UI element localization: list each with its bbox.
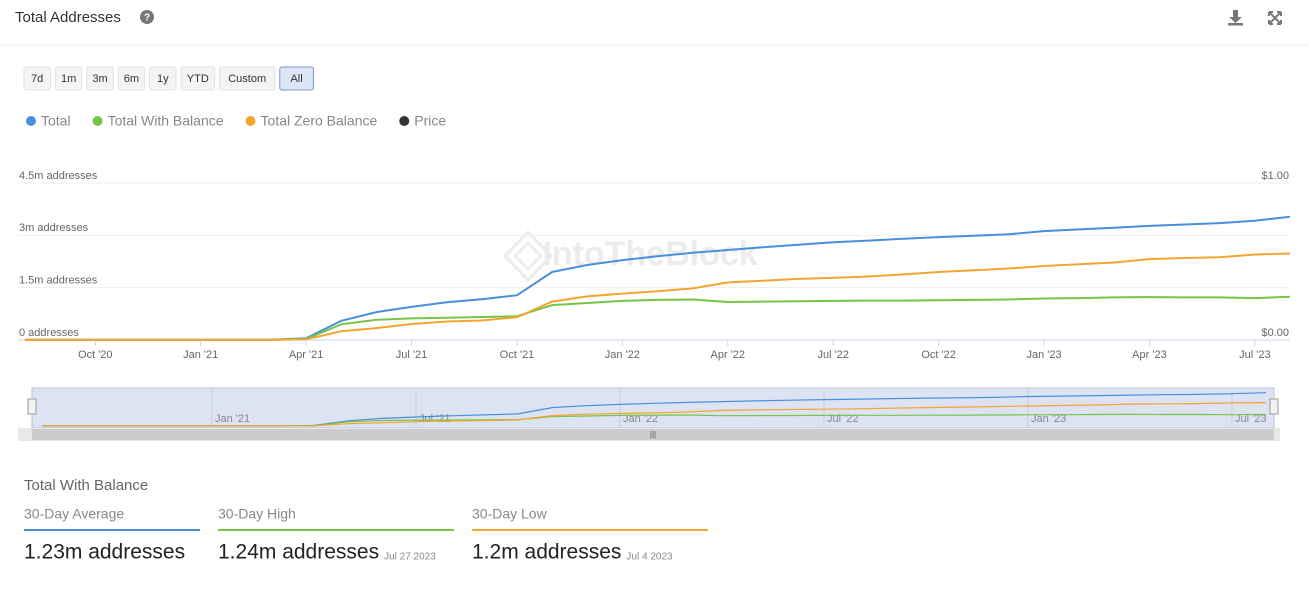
stat-date: Jul 4 2023 bbox=[626, 552, 673, 563]
legend-swatch bbox=[92, 116, 103, 126]
legend-item[interactable]: Total Zero Balance bbox=[245, 113, 378, 129]
range-button-label: All bbox=[290, 73, 302, 85]
stat-underline bbox=[218, 529, 454, 531]
stat-value: 1.23m addresses bbox=[24, 541, 185, 564]
range-button-label: 6m bbox=[124, 73, 139, 85]
legend-item[interactable]: Price bbox=[399, 113, 446, 129]
y-tick-label: 4.5m addresses bbox=[19, 170, 98, 182]
fullscreen-icon[interactable] bbox=[1268, 11, 1282, 25]
x-tick-label: Jul '23 bbox=[1239, 349, 1270, 361]
range-button[interactable]: 1y bbox=[149, 66, 177, 91]
nav-line bbox=[42, 402, 1267, 427]
legend-label: Total With Balance bbox=[108, 113, 224, 129]
nav-tick-label: Jul '22 bbox=[827, 413, 858, 425]
x-tick-label: Apr '22 bbox=[711, 349, 746, 361]
range-button-bg bbox=[54, 66, 83, 91]
range-button-label: 3m bbox=[92, 73, 107, 85]
stat-label: 30-Day Low bbox=[472, 506, 548, 522]
legend-label: Total Zero Balance bbox=[261, 113, 378, 129]
range-button-label: 7d bbox=[31, 73, 43, 85]
nav-tick-label: Jan '21 bbox=[215, 413, 250, 425]
x-tick-label: Jan '21 bbox=[183, 349, 218, 361]
range-button-bg bbox=[279, 66, 314, 91]
range-button-label: Custom bbox=[228, 73, 266, 85]
legend-swatch bbox=[26, 116, 36, 126]
x-tick-label: Jul '22 bbox=[817, 349, 848, 361]
header-bg bbox=[0, 0, 1309, 45]
watermark-logo bbox=[502, 229, 554, 283]
range-button-bg bbox=[219, 66, 276, 91]
x-tick-label: Jul '21 bbox=[396, 349, 427, 361]
range-button-bg bbox=[86, 66, 114, 91]
y2-tick-label: $1.00 bbox=[1261, 170, 1289, 182]
scrollbar-grip: ||| bbox=[650, 430, 656, 439]
series-line bbox=[25, 252, 1291, 341]
range-button-label: 1m bbox=[61, 73, 76, 85]
nav-tick-label: Jul '21 bbox=[419, 413, 450, 425]
nav-tick-label: Jul '23 bbox=[1235, 413, 1266, 425]
x-tick-label: Jan '22 bbox=[605, 349, 640, 361]
stat-date: Jul 27 2023 bbox=[384, 552, 436, 563]
legend-item[interactable]: Total With Balance bbox=[92, 113, 224, 129]
x-tick-label: Apr '23 bbox=[1132, 349, 1167, 361]
scrollbar-thumb[interactable] bbox=[32, 429, 1274, 440]
range-button-label: YTD bbox=[187, 73, 209, 85]
range-button[interactable]: Custom bbox=[219, 66, 276, 91]
svg-text:?: ? bbox=[144, 13, 150, 24]
range-button-label: 1y bbox=[157, 73, 169, 85]
navigator-window[interactable] bbox=[31, 387, 1275, 429]
nav-handle-right[interactable] bbox=[1269, 398, 1279, 415]
series-line bbox=[25, 295, 1291, 341]
legend-label: Price bbox=[414, 113, 446, 129]
y-tick-label: 0 addresses bbox=[19, 327, 79, 339]
title: Total Addresses bbox=[15, 9, 121, 26]
range-button-bg bbox=[180, 66, 216, 91]
legend-swatch bbox=[399, 116, 410, 126]
y2-tick-label: $0.00 bbox=[1261, 327, 1289, 339]
y-tick-label: 3m addresses bbox=[19, 222, 89, 234]
range-button[interactable]: 6m bbox=[117, 66, 146, 91]
help-icon[interactable]: ? bbox=[140, 10, 154, 24]
x-tick-label: Oct '21 bbox=[500, 349, 535, 361]
download-icon[interactable] bbox=[1228, 10, 1243, 26]
x-tick-label: Oct '20 bbox=[78, 349, 113, 361]
range-button[interactable]: 1m bbox=[54, 66, 83, 91]
stat-underline bbox=[24, 529, 200, 531]
stat-label: 30-Day High bbox=[218, 506, 296, 522]
stat-underline bbox=[472, 529, 708, 531]
range-button[interactable]: All bbox=[279, 66, 314, 91]
stat-label: 30-Day Average bbox=[24, 506, 124, 522]
nav-tick-label: Jan '22 bbox=[623, 413, 658, 425]
stat-value: 1.24m addresses bbox=[218, 541, 379, 564]
range-button-bg bbox=[117, 66, 146, 91]
range-button-bg bbox=[23, 66, 51, 91]
summary-title: Total With Balance bbox=[24, 477, 148, 494]
range-button-bg bbox=[149, 66, 177, 91]
nav-tick-label: Jan '23 bbox=[1031, 413, 1066, 425]
x-tick-label: Apr '21 bbox=[289, 349, 324, 361]
nav-handle-left[interactable] bbox=[27, 398, 37, 415]
legend-swatch bbox=[245, 116, 256, 126]
stat-value: 1.2m addresses bbox=[472, 541, 621, 564]
y-tick-label: 1.5m addresses bbox=[19, 275, 98, 287]
range-button[interactable]: 3m bbox=[86, 66, 114, 91]
legend-label: Total bbox=[41, 113, 71, 129]
legend-item[interactable]: Total bbox=[26, 113, 71, 129]
x-tick-label: Jan '23 bbox=[1026, 349, 1061, 361]
range-button[interactable]: 7d bbox=[23, 66, 51, 91]
range-button[interactable]: YTD bbox=[180, 66, 216, 91]
x-tick-label: Oct '22 bbox=[921, 349, 956, 361]
